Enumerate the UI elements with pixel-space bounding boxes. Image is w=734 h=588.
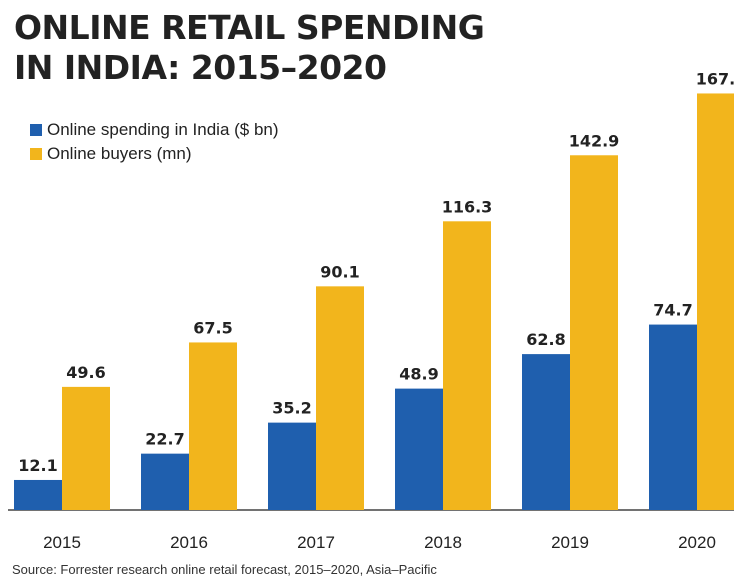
- data-label-spending-2017: 35.2: [272, 399, 311, 418]
- chart-title-line-2: IN INDIA: 2015–2020: [14, 48, 387, 87]
- data-label-spending-2020: 74.7: [653, 301, 692, 320]
- x-tick-label-2016: 2016: [170, 533, 208, 552]
- legend-swatch-buyers: [30, 148, 42, 160]
- bar-buyers-2019: [570, 155, 618, 510]
- bar-buyers-2017: [316, 286, 364, 510]
- legend-swatch-spending: [30, 124, 42, 136]
- x-tick-label-2015: 2015: [43, 533, 81, 552]
- data-label-buyers-2017: 90.1: [320, 262, 359, 281]
- data-label-spending-2016: 22.7: [145, 430, 184, 449]
- data-label-buyers-2019: 142.9: [569, 131, 620, 150]
- data-label-buyers-2016: 67.5: [193, 318, 232, 337]
- bar-spending-2019: [522, 354, 570, 510]
- data-label-spending-2018: 48.9: [399, 365, 438, 384]
- legend-label-spending: Online spending in India ($ bn): [47, 120, 279, 139]
- bar-buyers-2020: [697, 93, 734, 510]
- bar-spending-2020: [649, 324, 697, 510]
- bar-buyers-2015: [62, 386, 110, 510]
- data-label-spending-2019: 62.8: [526, 330, 565, 349]
- chart-legend: Online spending in India ($ bn) Online b…: [30, 118, 279, 166]
- chart-title: ONLINE RETAIL SPENDING IN INDIA: 2015–20…: [14, 8, 485, 88]
- bar-spending-2017: [268, 422, 316, 510]
- x-tick-label-2018: 2018: [424, 533, 462, 552]
- bar-spending-2015: [14, 479, 62, 510]
- chart-title-line-1: ONLINE RETAIL SPENDING: [14, 8, 485, 47]
- legend-item-buyers: Online buyers (mn): [30, 142, 279, 166]
- bar-buyers-2016: [189, 342, 237, 510]
- bar-spending-2016: [141, 453, 189, 510]
- x-tick-label-2017: 2017: [297, 533, 335, 552]
- legend-label-buyers: Online buyers (mn): [47, 144, 192, 163]
- data-label-buyers-2018: 116.3: [442, 197, 493, 216]
- data-label-spending-2015: 12.1: [18, 456, 57, 475]
- data-label-buyers-2015: 49.6: [66, 363, 105, 382]
- legend-item-spending: Online spending in India ($ bn): [30, 118, 279, 142]
- bar-spending-2018: [395, 388, 443, 510]
- x-tick-label-2020: 2020: [678, 533, 716, 552]
- x-tick-label-2019: 2019: [551, 533, 589, 552]
- data-label-buyers-2020: 167.8: [696, 69, 734, 88]
- bar-buyers-2018: [443, 221, 491, 510]
- source-note: Source: Forrester research online retail…: [12, 562, 437, 577]
